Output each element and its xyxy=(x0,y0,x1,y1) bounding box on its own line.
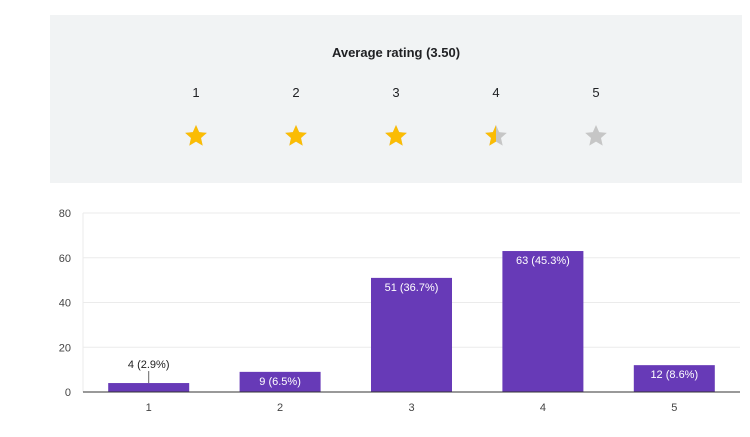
data-label: 9 (6.5%) xyxy=(259,376,301,388)
bar[interactable] xyxy=(239,371,321,392)
data-label: 4 (2.9%) xyxy=(128,359,170,371)
star-icon xyxy=(585,124,607,146)
y-tick-label: 80 xyxy=(59,208,71,220)
star-icon xyxy=(485,124,507,146)
star-number-5: 5 xyxy=(592,85,600,100)
average-rating-title: Average rating (3.50) xyxy=(331,45,461,60)
average-rating-panel: Average rating (3.50) 1 2 3 4 5 xyxy=(50,15,742,183)
x-tick-label: 3 xyxy=(408,402,414,414)
star-number-3: 3 xyxy=(392,85,400,100)
star-column-2: 2 xyxy=(276,85,316,149)
star-number-2: 2 xyxy=(292,85,300,100)
x-tick-label: 5 xyxy=(671,402,677,414)
star-icon xyxy=(185,124,207,146)
y-tick-label: 60 xyxy=(59,253,71,265)
x-tick-label: 4 xyxy=(540,402,546,414)
data-label: 63 (45.3%) xyxy=(516,255,570,267)
rating-distribution-bar-chart: 0 20 40 60 80 4 (2.9%) 1 9 (6.5%) 2 51 (36.7%) 3 63… xyxy=(59,208,740,414)
x-tick-label: 1 xyxy=(146,402,152,414)
y-tick-label: 0 xyxy=(65,387,71,399)
star-number-4: 4 xyxy=(492,85,500,100)
bar[interactable] xyxy=(502,251,584,392)
data-label: 12 (8.6%) xyxy=(650,369,698,381)
star-column-5: 5 xyxy=(576,85,616,149)
bar[interactable] xyxy=(108,383,190,392)
y-tick-label: 20 xyxy=(59,342,71,354)
star-column-1: 1 xyxy=(176,85,216,149)
data-label: 51 (36.7%) xyxy=(385,282,439,294)
x-tick-label: 2 xyxy=(277,402,283,414)
bar[interactable] xyxy=(371,277,452,392)
star-icon xyxy=(285,124,307,146)
star-column-4: 4 xyxy=(476,85,516,149)
star-number-1: 1 xyxy=(192,85,200,100)
star-column-3: 3 xyxy=(376,85,416,149)
y-tick-label: 40 xyxy=(59,298,71,310)
star-icon xyxy=(385,124,407,146)
bar[interactable] xyxy=(633,365,715,392)
